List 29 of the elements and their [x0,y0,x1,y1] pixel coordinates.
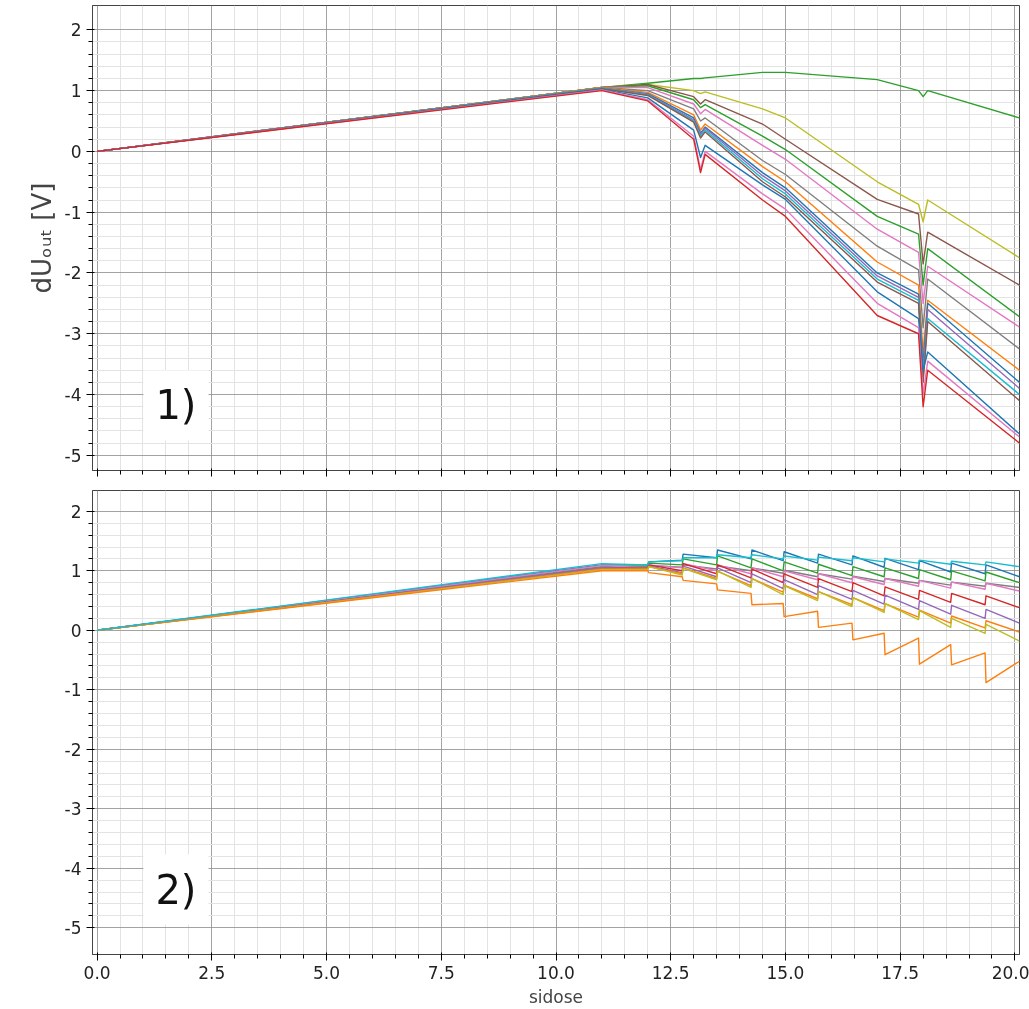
x-axis-title: sidose [528,986,584,1007]
y-axis-title: dUₒᵤₜ [V] [26,182,57,294]
y-tick-label: 1 [70,561,82,582]
y-tick-label: 1 [70,81,82,102]
x-tick-label: 15.0 [766,962,805,983]
y-tick-label: 2 [70,20,82,41]
y-tick-label: -4 [64,858,82,879]
y-tick-label: 0 [70,620,82,641]
x-tick-label: 5.0 [313,962,341,983]
x-tick-label: 17.5 [881,962,920,983]
y-tick-label: -5 [64,918,82,939]
x-tick-label: 0.0 [83,962,111,983]
y-tick-label: -3 [64,324,82,345]
y-tick-label: -5 [64,445,82,466]
x-tick-label: 20.0 [991,962,1029,983]
y-tick-label: -4 [64,385,82,406]
x-tick-label: 12.5 [651,962,690,983]
y-tick-label: 2 [70,501,82,522]
y-tick-label: -1 [64,680,82,701]
y-tick-label: 0 [70,141,82,162]
annotation: 1) [155,382,197,429]
y-tick-label: -3 [64,799,82,820]
x-tick-label: 7.5 [427,962,455,983]
x-tick-label: 10.0 [537,962,575,983]
x-tick-label: 2.5 [198,962,226,983]
annotation: 2) [155,866,197,913]
y-tick-label: -2 [64,263,82,284]
y-tick-label: -2 [64,739,82,760]
y-tick-label: -1 [64,202,82,223]
